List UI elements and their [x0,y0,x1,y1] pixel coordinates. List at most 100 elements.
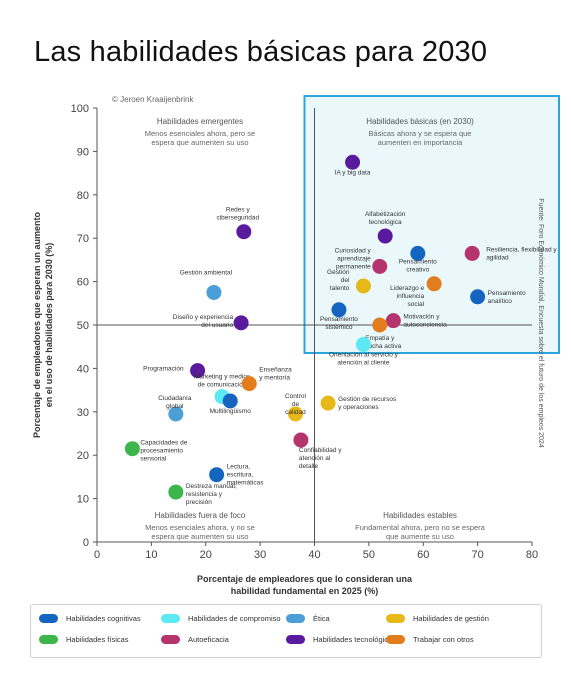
legend-swatch [161,635,180,644]
legend-label: Habilidades de compromiso [188,614,281,623]
point-label: Pensamiento analítico [488,290,526,305]
legend-item: Habilidades de compromiso [161,614,281,623]
point-label: Lectura, escritura, matemáticas [227,464,265,487]
data-point [168,406,184,422]
copyright-text: © Jeroen Kraaijenbrink [112,95,194,104]
data-point [385,313,401,329]
legend-label: Habilidades tecnológicas [313,635,396,644]
quadrant-title: Habilidades básicas (en 2030) [366,117,474,126]
x-tick-label: 0 [94,549,100,561]
x-tick-label: 80 [526,549,538,561]
y-tick-label: 70 [77,233,89,245]
point-label: Diseño y experiencia del usuario [173,314,234,329]
quadrant-subtitle: Menos esenciales ahora, pero se espera qu… [145,129,255,147]
data-point [293,432,309,448]
legend-label: Habilidades de gestión [413,614,489,623]
x-tick-label: 30 [254,549,266,561]
data-point [206,284,222,300]
point-label: Gestión del talento [327,269,350,292]
point-label: Destreza manual, resistencia y precisión [186,483,237,506]
data-point [410,245,426,261]
data-point [236,224,252,240]
y-tick-label: 60 [77,277,89,289]
point-label: Pensamiento creativo [399,258,437,273]
point-label: Orientación al servicio y atención al cli… [329,352,399,367]
y-tick-label: 20 [77,450,89,462]
x-tick-label: 50 [363,549,375,561]
data-point [355,278,371,294]
legend-label: Habilidades físicas [66,635,129,644]
point-label: Programación [143,366,184,373]
point-label: Motivación y autoconciencia [403,314,447,329]
point-label: Control de calidad [285,393,307,416]
quadrant-title: Habilidades estables [383,511,457,520]
x-axis-label: Porcentaje de empleadores que lo conside… [197,574,413,596]
page-title: Las habilidades básicas para 2030 [34,36,488,68]
legend-swatch [161,614,180,623]
legend-swatch [39,614,58,623]
data-point [464,245,480,261]
data-point [377,228,393,244]
point-label: Redes y ciberseguridad [216,207,259,222]
scatter-chart: 0 10 20 30 40 50 60 70 80 0 10 20 30 40 50 60 70 80 90 100 ©… [32,95,560,596]
data-point [372,317,388,333]
legend-item: Habilidades físicas [39,635,129,644]
legend-label: Habilidades cognitivas [66,614,141,623]
highlight-quadrant-box [303,95,560,354]
y-tick-label: 10 [77,494,89,506]
point-label: Multilingüismo [210,408,252,415]
data-point [372,258,388,274]
point-label: Ciudadanía global [158,395,192,410]
data-point [426,276,442,292]
quadrant-subtitle: Menos esenciales ahora, y no se espera qu… [145,523,255,541]
y-tick-label: 90 [77,146,89,158]
data-point [168,484,184,500]
data-point [287,406,303,422]
y-tick-label: 100 [71,103,89,115]
data-point [470,289,486,305]
point-label: Empatía y escucha activa [358,335,401,350]
point-label: Gestión ambiental [180,269,233,276]
point-label: IA y big data [335,169,371,176]
source-text: Fuente: Foro Económico Mundial, Encuesta… [537,198,544,448]
data-point [124,441,140,457]
x-tick-label: 10 [145,549,157,561]
point-label: Liderazgo e influencia social [390,285,425,308]
data-point [222,393,238,409]
point-label: Capacidades de procesamiento sensorial [140,440,187,463]
legend-swatch [39,635,58,644]
legend-swatch [386,635,405,644]
legend-label: Trabajar con otros [413,635,474,644]
data-point [233,315,249,331]
legend-label: Autoeficacia [188,635,229,644]
y-tick-label: 0 [83,537,89,549]
legend-swatch [286,614,305,623]
legend-swatch [286,635,305,644]
legend-item: Habilidades cognitivas [39,614,141,623]
quadrant-subtitle: Fundamental ahora, pero no se espera que … [355,523,485,541]
x-tick-label: 40 [308,549,320,561]
x-tick-label: 20 [200,549,212,561]
legend-label: Ética [313,614,330,623]
y-axis-label: Porcentaje de empleadores que esperan un… [32,211,54,438]
point-label: Gestión de recursos y operaciones [338,396,397,411]
data-point [331,302,347,318]
legend-item: Habilidades de gestión [386,614,489,623]
data-point [345,154,361,170]
y-tick-label: 50 [77,320,89,332]
legend-item: Autoeficacia [161,635,229,644]
x-tick-label: 60 [417,549,429,561]
y-tick-label: 80 [77,190,89,202]
point-label: Confiabilidad y atención al detalle [299,447,342,470]
data-point [241,376,257,392]
y-tick-label: 40 [77,363,89,375]
data-point [355,337,371,353]
point-label: Alfabetización tecnológica [365,211,406,226]
legend-item: Ética [286,614,330,623]
legend-swatch [386,614,405,623]
legend: Habilidades cognitivas Habilidades de com… [30,604,542,658]
point-label: Pensamiento sistémico [320,316,358,331]
y-tick-label: 30 [77,407,89,419]
quadrant-title: Habilidades emergentes [157,117,243,126]
point-label: Enseñanza y mentoría [259,367,292,382]
